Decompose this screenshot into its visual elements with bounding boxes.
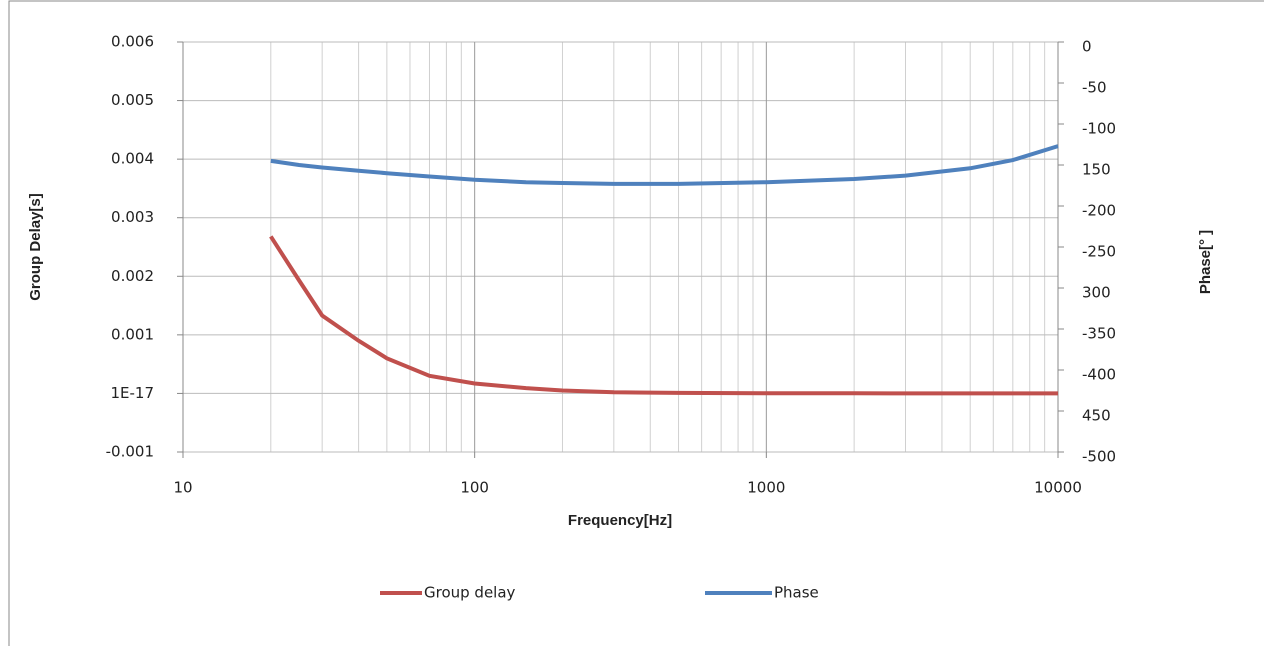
- y2-tick-label: 300: [1082, 284, 1111, 302]
- x-tick-label: 10000: [1034, 479, 1082, 497]
- y2-tick-label: -50: [1082, 79, 1107, 97]
- x-tick-label: 1000: [747, 479, 785, 497]
- chart-border: [8, 0, 1264, 646]
- y2-tick-label: -400: [1082, 366, 1116, 384]
- y2-tick-label: -250: [1082, 243, 1116, 261]
- y-tick-label: 0.004: [111, 150, 154, 168]
- y2-tick-label: -350: [1082, 325, 1116, 343]
- series-line: [269, 235, 1058, 396]
- y2-tick-label: 450: [1082, 407, 1111, 425]
- y-tick-label: 0.002: [111, 267, 154, 285]
- y-tick-label: 0.003: [111, 208, 154, 226]
- x-tick-label: 100: [460, 479, 489, 497]
- y2-tick-label: 150: [1082, 161, 1111, 179]
- legend-label: Phase: [774, 584, 819, 602]
- y-tick-label: -0.001: [106, 443, 154, 461]
- y2-tick-label: -200: [1082, 202, 1116, 220]
- legend-label: Group delay: [424, 584, 516, 602]
- y-tick-label: 1E-17: [110, 384, 154, 402]
- y-axis-title: Group Delay[s]: [27, 193, 44, 301]
- y2-tick-label: -100: [1082, 120, 1116, 138]
- y-tick-label: 0.006: [111, 33, 154, 51]
- series-line: [270, 144, 1059, 186]
- x-axis-title: Frequency[Hz]: [568, 512, 672, 529]
- y2-tick-label: 0: [1082, 38, 1092, 56]
- y-tick-label: 0.005: [111, 91, 154, 109]
- y2-tick-label: -500: [1082, 448, 1116, 466]
- y-tick-label: 0.001: [111, 325, 154, 343]
- y2-axis-title: Phase[° ]: [1197, 230, 1214, 294]
- x-tick-label: 10: [173, 479, 192, 497]
